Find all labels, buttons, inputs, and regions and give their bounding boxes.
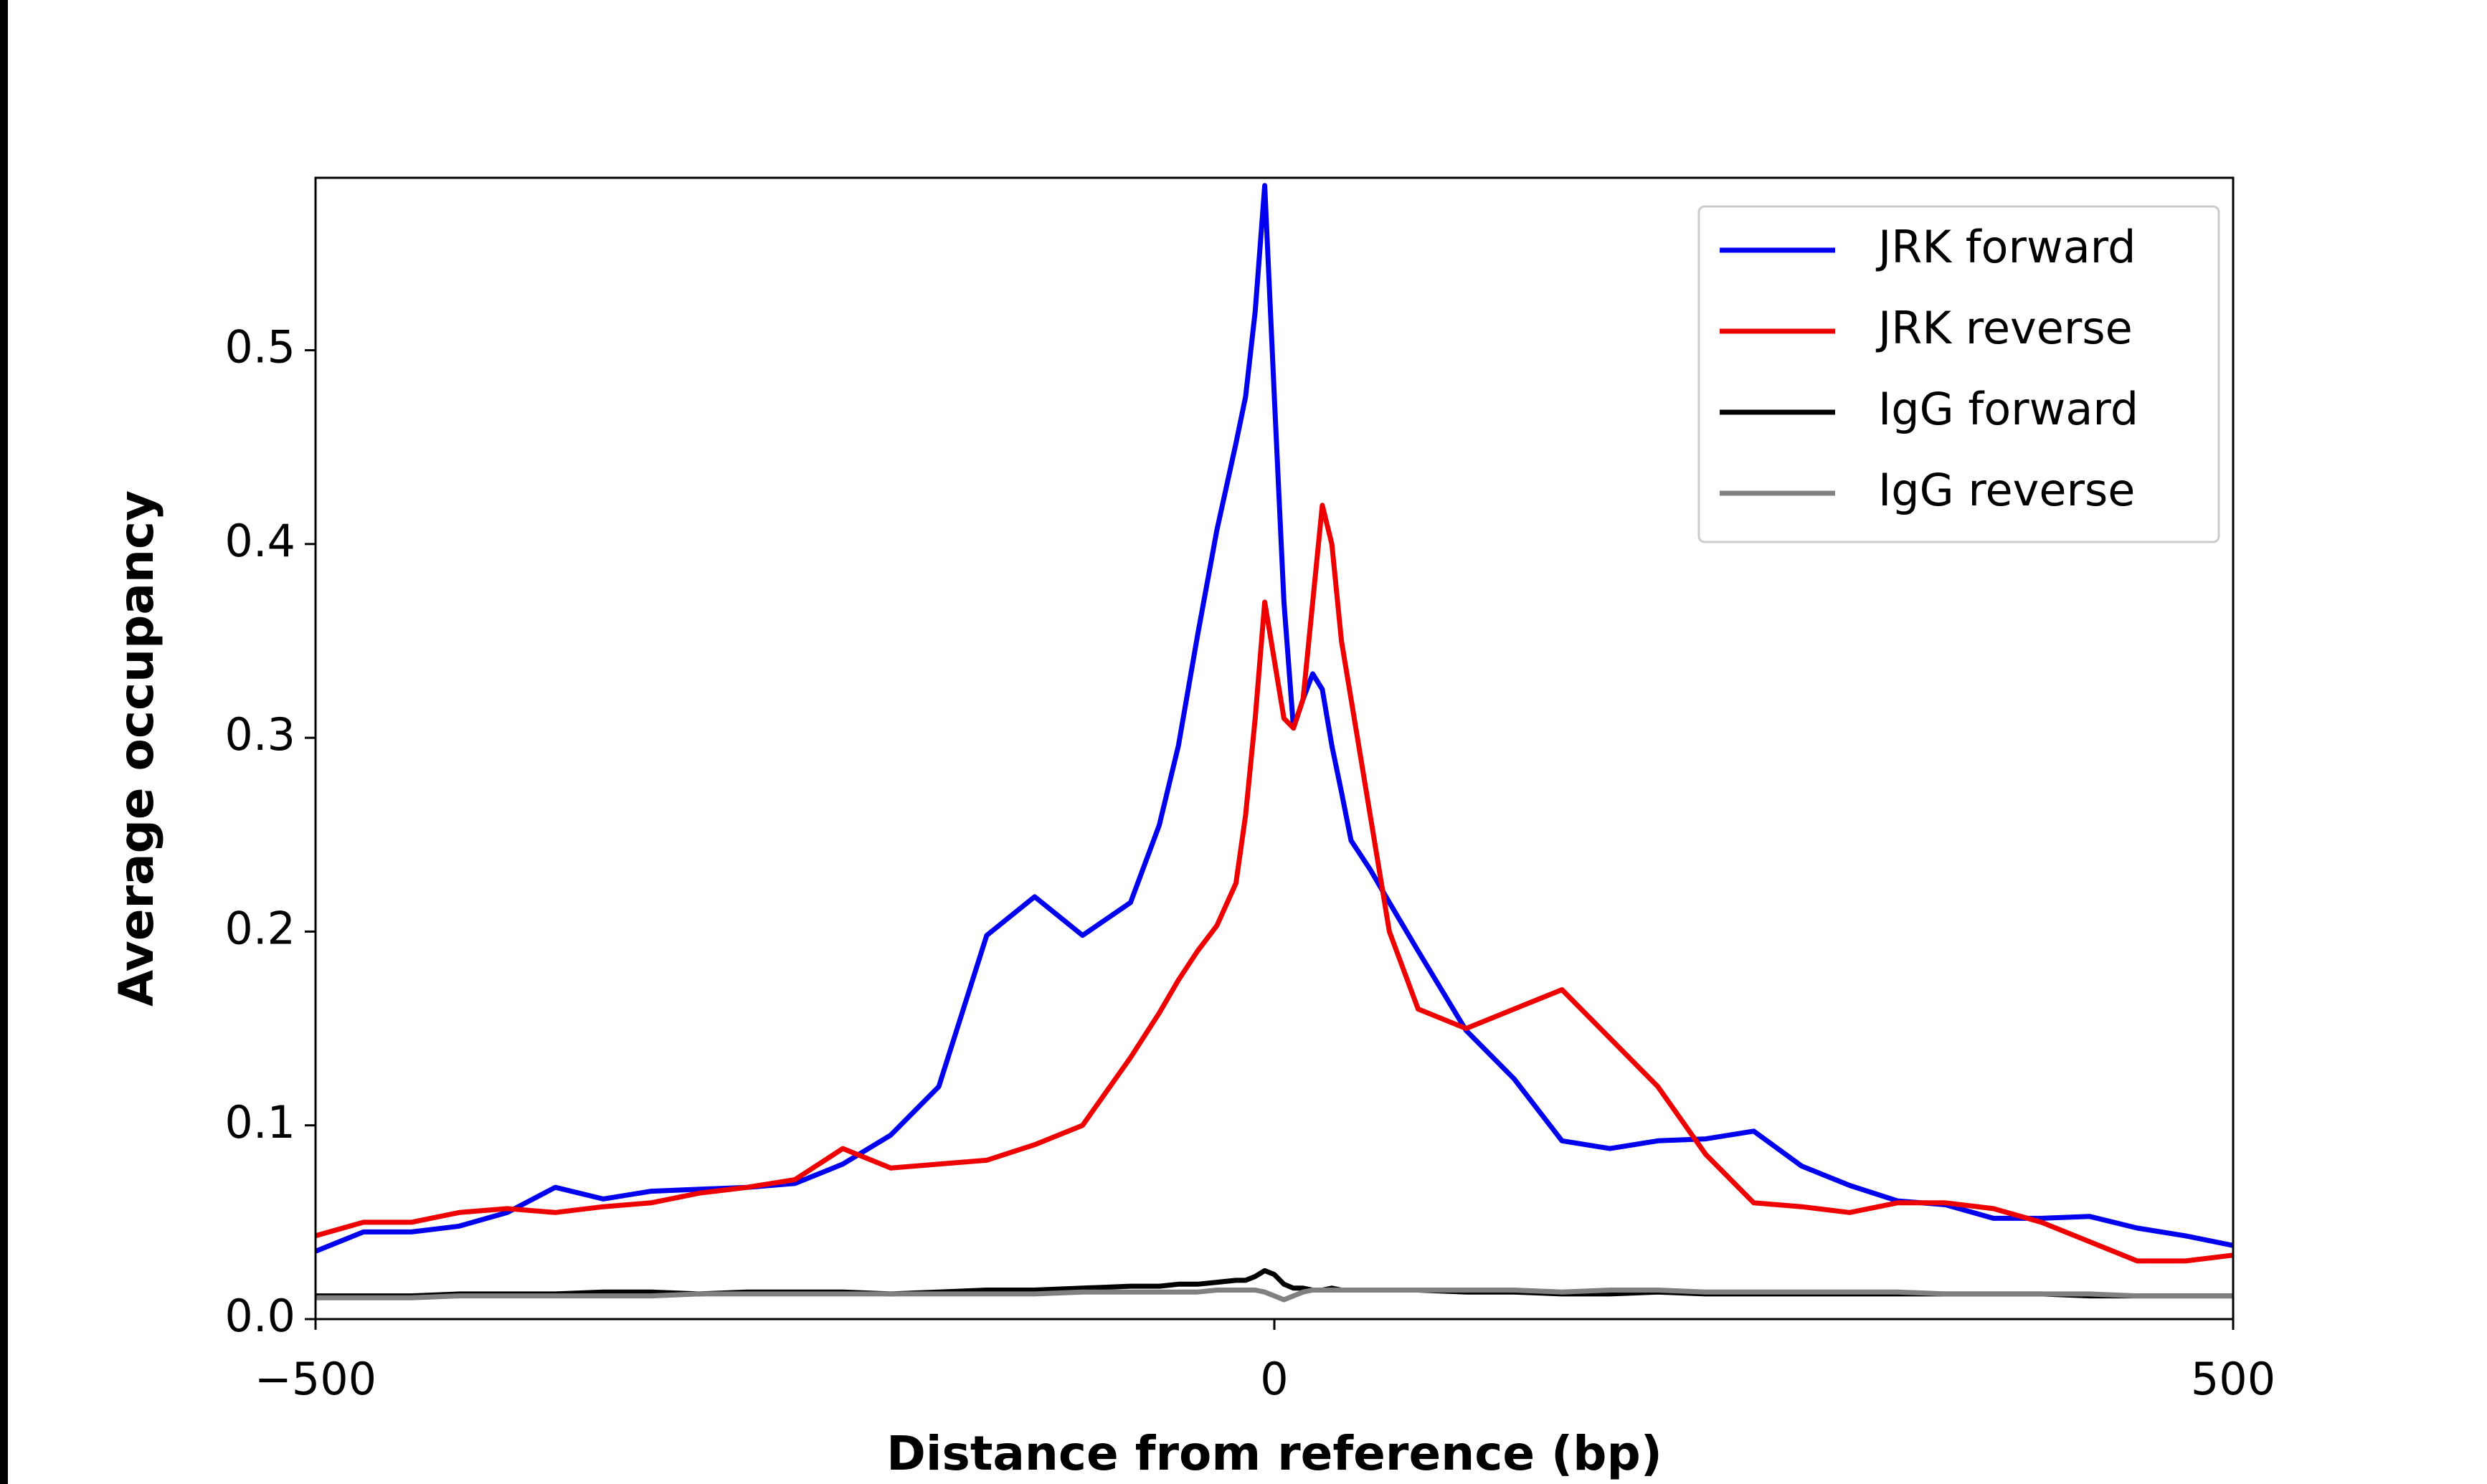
line	[316, 1288, 2233, 1303]
edge-bar	[0, 0, 8, 1484]
plot-frame	[314, 176, 2235, 1321]
y-tick-label: 0.4	[224, 515, 295, 567]
line	[315, 503, 2234, 1264]
x-tick-label: 0	[1260, 1353, 1288, 1405]
y-tick-label: 0.3	[224, 708, 295, 761]
x-tick-label: 500	[2191, 1353, 2275, 1405]
legend-box	[1697, 205, 2220, 543]
legend-label: IgG forward	[1878, 383, 2138, 435]
y-tick-label: 0.1	[224, 1096, 295, 1148]
y-tick-label: 0.5	[224, 321, 295, 374]
x-tick-label: −500	[255, 1353, 376, 1405]
legend-label: JRK forward	[1875, 221, 2136, 273]
x-axis-label: Distance from reference (bp)	[886, 1426, 1662, 1481]
legend-label: JRK reverse	[1875, 302, 2133, 354]
y-tick-label: 0.0	[224, 1290, 295, 1342]
legend-label: IgG reverse	[1878, 464, 2135, 516]
y-tick-label: 0.2	[224, 903, 295, 955]
y-axis-label: Average occupancy	[109, 490, 164, 1007]
